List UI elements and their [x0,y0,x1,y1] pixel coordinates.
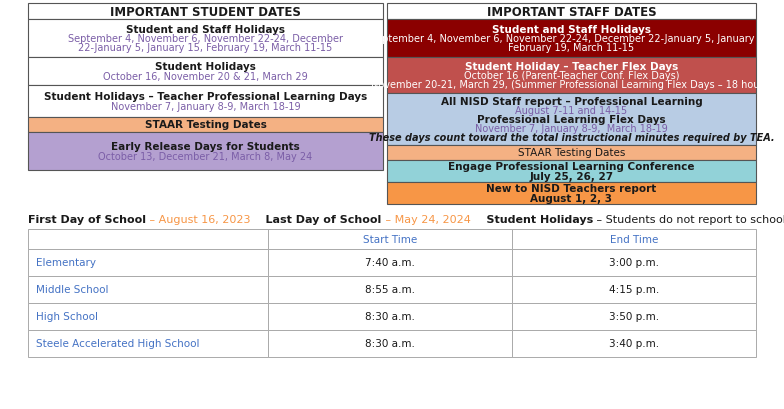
Text: Student Holidays – Teacher Professional Learning Days: Student Holidays – Teacher Professional … [44,92,367,102]
Text: 8:30 a.m.: 8:30 a.m. [365,312,415,322]
Text: 4:15 p.m.: 4:15 p.m. [609,285,659,295]
Bar [268,276,512,303]
Text: August 7-11 and 14-15: August 7-11 and 14-15 [515,106,627,116]
Text: All NISD Staff report – Professional Learning: All NISD Staff report – Professional Lea… [441,97,702,106]
Bar [387,20,756,58]
Bar [387,146,756,161]
Text: Steele Accelerated High School: Steele Accelerated High School [36,339,199,348]
Text: 7:40 a.m.: 7:40 a.m. [365,258,415,268]
Bar [387,182,756,204]
Text: Elementary: Elementary [36,258,96,268]
Bar [512,276,756,303]
Text: Engage Professional Learning Conference: Engage Professional Learning Conference [448,162,695,172]
Text: IMPORTANT STUDENT DATES: IMPORTANT STUDENT DATES [110,5,301,18]
Bar [28,4,383,20]
Bar [268,303,512,330]
Text: October 16 (Parent-Teacher Conf. Flex Days): October 16 (Parent-Teacher Conf. Flex Da… [464,71,679,81]
Text: October 16, November 20 & 21, March 29: October 16, November 20 & 21, March 29 [103,72,308,81]
Text: September 4, November 6, November 22-24, December: September 4, November 6, November 22-24,… [68,34,343,44]
Text: Middle School: Middle School [36,285,108,295]
Text: Early Release Days for Students: Early Release Days for Students [111,142,299,152]
Bar [28,249,268,276]
Text: Professional Learning Flex Days: Professional Learning Flex Days [477,115,666,125]
Text: September 4, November 6, November 22-24, December 22-January 5, January 15,: September 4, November 6, November 22-24,… [370,34,773,44]
Bar [268,330,512,357]
Bar [512,229,756,249]
Text: High School: High School [36,312,98,322]
Text: IMPORTANT STAFF DATES: IMPORTANT STAFF DATES [487,5,656,18]
Text: These days count toward the total instructional minutes required by TEA.: These days count toward the total instru… [368,133,775,143]
Text: November 7, January 8-9,  March 18-19: November 7, January 8-9, March 18-19 [475,124,668,134]
Text: STAAR Testing Dates: STAAR Testing Dates [144,120,267,130]
Bar [28,118,383,133]
Text: – August 16, 2023: – August 16, 2023 [146,214,251,225]
Text: October 13, December 21, March 8, May 24: October 13, December 21, March 8, May 24 [98,151,313,162]
Bar [28,86,383,118]
Text: – May 24, 2024: – May 24, 2024 [382,214,470,225]
Bar [28,58,383,86]
Bar [28,229,268,249]
Text: August 1, 2, 3: August 1, 2, 3 [531,193,612,203]
Text: Student Holidays: Student Holidays [155,62,256,72]
Bar [268,229,512,249]
Text: Student Holiday – Teacher Flex Days: Student Holiday – Teacher Flex Days [465,62,678,72]
Bar [387,58,756,94]
Text: July 25, 26, 27: July 25, 26, 27 [529,171,614,181]
Text: Student Holidays: Student Holidays [470,214,593,225]
Bar [28,330,268,357]
Text: November 7, January 8-9, March 18-19: November 7, January 8-9, March 18-19 [111,101,300,112]
Text: 3:50 p.m.: 3:50 p.m. [609,312,659,322]
Text: Last Day of School: Last Day of School [251,214,382,225]
Bar [512,249,756,276]
Text: First Day of School: First Day of School [28,214,146,225]
Text: 22-January 5, January 15, February 19, March 11-15: 22-January 5, January 15, February 19, M… [78,43,332,53]
Text: STAAR Testing Dates: STAAR Testing Dates [517,148,625,158]
Text: November 20-21, March 29, (Summer Professional Learning Flex Days – 18 hours): November 20-21, March 29, (Summer Profes… [371,80,772,90]
Bar [512,303,756,330]
Bar [28,20,383,58]
Text: New to NISD Teachers report: New to NISD Teachers report [486,184,657,194]
Text: Student and Staff Holidays: Student and Staff Holidays [126,25,285,35]
Bar [387,4,756,20]
Bar [387,94,756,146]
Text: – Students do not report to school.: – Students do not report to school. [593,214,784,225]
Text: 3:40 p.m.: 3:40 p.m. [609,339,659,348]
Text: Student and Staff Holidays: Student and Staff Holidays [492,25,651,35]
Text: February 19, March 11-15: February 19, March 11-15 [509,43,634,53]
Text: End Time: End Time [610,234,659,245]
Bar [512,330,756,357]
Text: 3:00 p.m.: 3:00 p.m. [609,258,659,268]
Text: 8:55 a.m.: 8:55 a.m. [365,285,416,295]
Text: Start Time: Start Time [363,234,417,245]
Bar [387,161,756,182]
Bar [268,249,512,276]
Bar [28,133,383,171]
Bar [28,276,268,303]
Bar [28,303,268,330]
Text: 8:30 a.m.: 8:30 a.m. [365,339,415,348]
